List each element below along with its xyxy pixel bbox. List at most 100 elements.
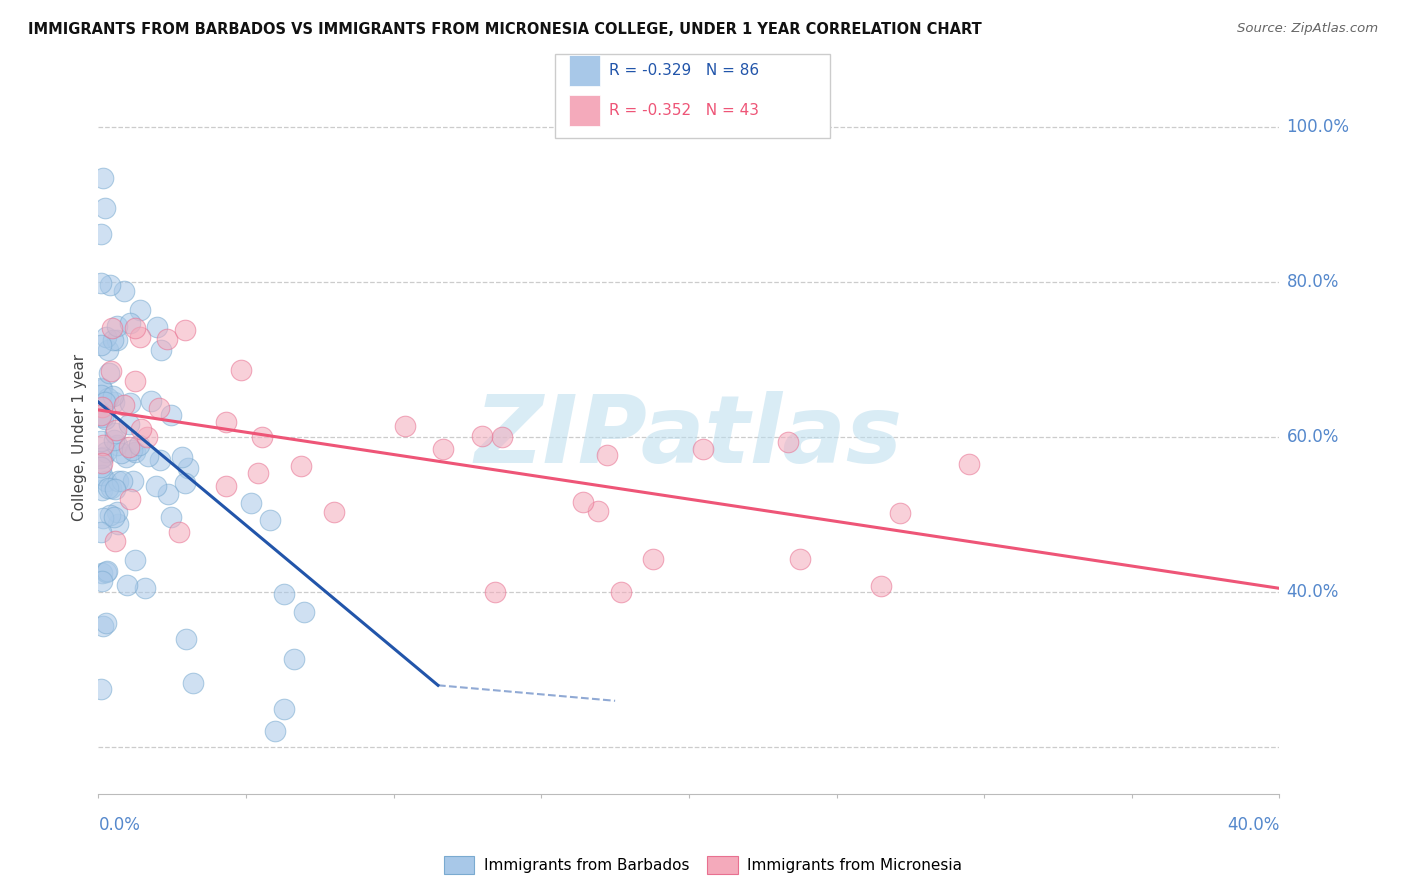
Point bbox=[776, 434, 799, 449]
Point bbox=[491, 430, 513, 444]
Point bbox=[94, 475, 117, 489]
Point bbox=[90, 381, 112, 395]
Point bbox=[103, 510, 125, 524]
Point bbox=[128, 330, 150, 344]
Point bbox=[283, 652, 305, 666]
Point bbox=[100, 508, 122, 522]
Point bbox=[94, 616, 117, 631]
Point bbox=[215, 415, 238, 429]
Point bbox=[104, 483, 127, 497]
Point bbox=[90, 409, 112, 423]
Point bbox=[90, 524, 112, 539]
Point bbox=[149, 453, 172, 467]
Point bbox=[90, 227, 112, 242]
Point bbox=[692, 442, 714, 456]
Point bbox=[90, 450, 112, 465]
Point bbox=[91, 170, 114, 185]
Point bbox=[394, 418, 416, 433]
Point bbox=[889, 506, 911, 520]
Point bbox=[124, 444, 146, 458]
Point bbox=[181, 675, 204, 690]
Point bbox=[148, 401, 170, 416]
Point bbox=[174, 475, 197, 490]
Point bbox=[128, 438, 150, 452]
Text: 80.0%: 80.0% bbox=[1286, 273, 1339, 291]
Point bbox=[107, 516, 129, 531]
Point bbox=[101, 389, 124, 403]
Point bbox=[146, 320, 169, 334]
Point bbox=[97, 343, 120, 357]
Point bbox=[229, 362, 252, 376]
Point bbox=[789, 552, 811, 566]
Point bbox=[292, 605, 315, 619]
Point bbox=[90, 574, 112, 589]
Point bbox=[263, 723, 285, 738]
Point bbox=[90, 382, 112, 396]
Point bbox=[91, 511, 114, 525]
Point bbox=[117, 578, 139, 592]
Point bbox=[121, 442, 143, 457]
Point bbox=[157, 487, 180, 501]
Point bbox=[94, 444, 117, 458]
Point bbox=[170, 450, 193, 464]
Point bbox=[91, 400, 114, 414]
Text: Source: ZipAtlas.com: Source: ZipAtlas.com bbox=[1237, 22, 1378, 36]
Text: 40.0%: 40.0% bbox=[1286, 583, 1339, 601]
Point bbox=[250, 430, 273, 444]
Point bbox=[159, 509, 181, 524]
Point bbox=[97, 392, 120, 406]
Point bbox=[93, 450, 115, 464]
Point bbox=[870, 579, 893, 593]
Text: 0.0%: 0.0% bbox=[98, 816, 141, 834]
Text: 60.0%: 60.0% bbox=[1286, 428, 1339, 446]
Point bbox=[103, 433, 125, 447]
Point bbox=[97, 366, 120, 380]
Point bbox=[90, 483, 112, 498]
Point bbox=[96, 565, 118, 579]
Point bbox=[176, 632, 198, 646]
Point bbox=[145, 479, 167, 493]
Point bbox=[322, 505, 344, 519]
Point bbox=[156, 332, 179, 346]
Point bbox=[112, 284, 135, 298]
Point bbox=[609, 585, 631, 599]
Point bbox=[167, 524, 190, 539]
Point bbox=[118, 316, 141, 330]
Point bbox=[129, 422, 152, 436]
Point bbox=[98, 277, 121, 292]
Text: R = -0.352   N = 43: R = -0.352 N = 43 bbox=[609, 103, 759, 118]
Point bbox=[100, 364, 122, 378]
Point bbox=[136, 449, 159, 463]
Text: IMMIGRANTS FROM BARBADOS VS IMMIGRANTS FROM MICRONESIA COLLEGE, UNDER 1 YEAR COR: IMMIGRANTS FROM BARBADOS VS IMMIGRANTS F… bbox=[28, 22, 981, 37]
Y-axis label: College, Under 1 year: College, Under 1 year bbox=[72, 353, 87, 521]
Point bbox=[118, 417, 141, 431]
Text: 100.0%: 100.0% bbox=[1286, 118, 1350, 136]
Point bbox=[96, 481, 118, 495]
Point bbox=[91, 456, 114, 470]
Point bbox=[290, 458, 312, 473]
Point bbox=[110, 445, 132, 459]
Point bbox=[571, 495, 593, 509]
Point bbox=[104, 533, 127, 548]
Point bbox=[273, 702, 295, 716]
Point bbox=[120, 396, 142, 410]
Point bbox=[103, 394, 125, 409]
Point bbox=[596, 448, 619, 462]
Point bbox=[90, 434, 112, 448]
Point bbox=[124, 553, 146, 567]
Point bbox=[101, 321, 124, 335]
Point bbox=[586, 504, 609, 518]
Point bbox=[93, 395, 115, 409]
Point bbox=[100, 481, 122, 495]
Point bbox=[105, 333, 128, 347]
Point bbox=[129, 303, 152, 318]
Point bbox=[957, 457, 980, 471]
Point bbox=[149, 343, 172, 358]
Point bbox=[104, 425, 127, 440]
Point bbox=[118, 440, 141, 454]
Point bbox=[90, 277, 112, 291]
Point bbox=[103, 333, 125, 347]
Point bbox=[259, 512, 281, 526]
Text: ZIPatlas: ZIPatlas bbox=[475, 391, 903, 483]
Point bbox=[124, 321, 146, 335]
